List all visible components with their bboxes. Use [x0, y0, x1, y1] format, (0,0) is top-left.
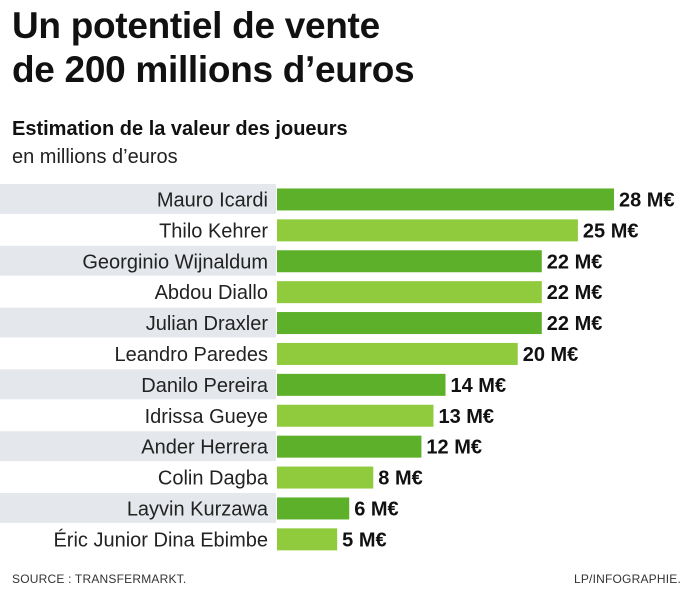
value-label: 6 M€ [354, 498, 398, 520]
category-label: Julian Draxler [146, 313, 269, 335]
title-line-1: Un potentiel de vente [12, 5, 380, 46]
bar [277, 373, 446, 396]
unit-label: en millions d’euros [12, 146, 178, 168]
category-label: Idrissa Gueye [145, 406, 268, 428]
category-label: Georginio Wijnaldum [82, 251, 268, 273]
category-label: Leandro Paredes [115, 344, 268, 366]
category-label: Colin Dagba [158, 468, 269, 490]
bar [277, 497, 350, 520]
row-stripe [0, 184, 276, 214]
value-label: 14 M€ [451, 375, 507, 397]
bar [277, 312, 542, 335]
chart-title: Un potentiel de vente de 200 millions d’… [12, 4, 415, 92]
value-label: 28 M€ [619, 189, 675, 211]
source-note: SOURCE : TRANSFERMARKT. [12, 572, 187, 586]
category-label: Éric Junior Dina Ebimbe [53, 528, 268, 551]
value-label: 22 M€ [547, 313, 603, 335]
value-label: 25 M€ [583, 220, 639, 242]
row-stripe [0, 307, 276, 338]
bar [277, 219, 578, 242]
bar [277, 528, 338, 551]
chart-subtitle: Estimation de la valeur des joueurs [12, 118, 348, 140]
value-label: 12 M€ [426, 437, 482, 459]
bar [277, 188, 614, 211]
bar [277, 281, 542, 304]
category-label: Abdou Diallo [155, 282, 268, 304]
bar [277, 250, 542, 273]
category-label: Danilo Pereira [141, 375, 269, 397]
value-label: 22 M€ [547, 282, 603, 304]
title-line-2: de 200 millions d’euros [12, 49, 415, 90]
category-label: Mauro Icardi [157, 189, 268, 211]
credit-note: LP/INFOGRAPHIE. [573, 572, 681, 586]
category-label: Thilo Kehrer [159, 220, 268, 242]
value-label: 22 M€ [547, 251, 603, 273]
row-stripe [0, 369, 276, 400]
row-stripe [0, 493, 276, 523]
bar [277, 342, 518, 365]
value-label: 5 M€ [342, 529, 386, 551]
value-label: 13 M€ [438, 406, 494, 428]
bar [277, 404, 434, 427]
row-stripe [0, 431, 276, 462]
category-label: Layvin Kurzawa [127, 498, 269, 520]
row-stripe [0, 245, 276, 276]
value-label: 8 M€ [378, 468, 422, 490]
bar [277, 466, 374, 489]
value-label: 20 M€ [523, 344, 579, 366]
bar [277, 435, 422, 458]
category-label: Ander Herrera [141, 437, 269, 459]
